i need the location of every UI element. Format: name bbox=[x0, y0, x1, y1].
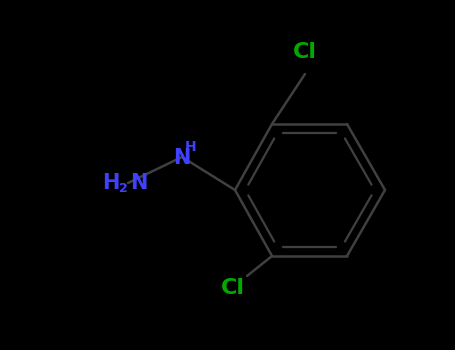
Text: N: N bbox=[130, 173, 147, 193]
Text: Cl: Cl bbox=[293, 42, 317, 62]
Text: Cl: Cl bbox=[221, 278, 245, 298]
Text: N: N bbox=[173, 148, 191, 168]
Text: H: H bbox=[185, 140, 197, 154]
Text: 2: 2 bbox=[119, 182, 128, 196]
Text: H: H bbox=[101, 173, 119, 193]
